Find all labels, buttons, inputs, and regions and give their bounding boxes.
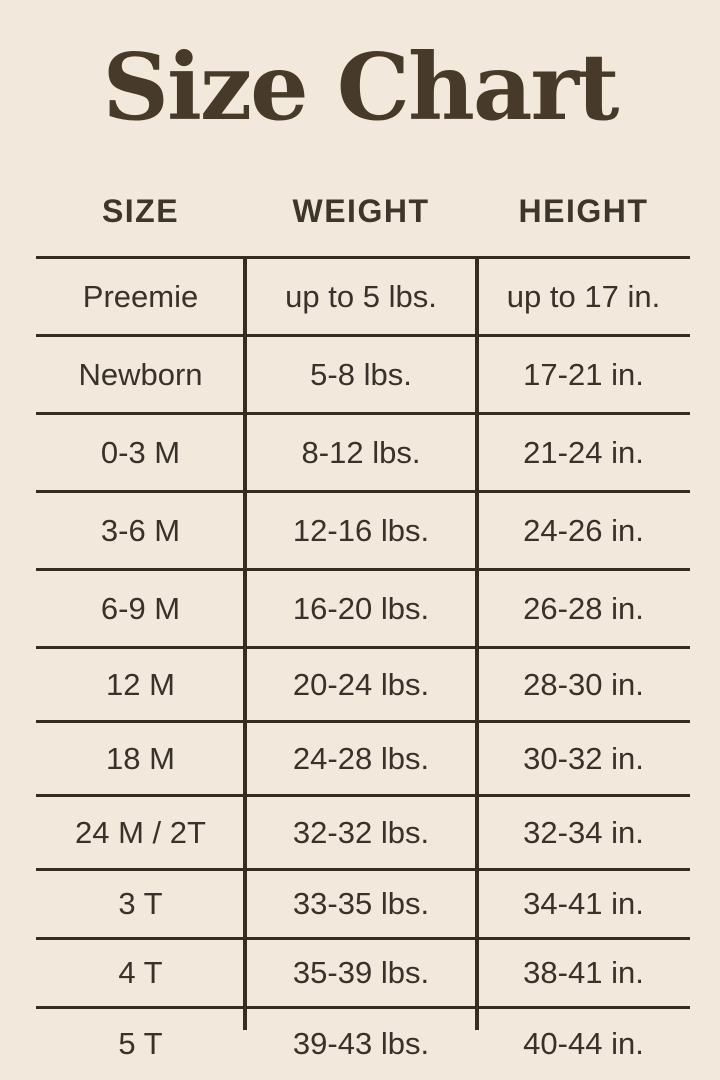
size-cell: 4 T — [118, 955, 163, 991]
table-row-18m: 18 M 24-28 lbs. 30-32 in. — [36, 723, 690, 798]
size-cell: 0-3 M — [100, 434, 181, 470]
table-row-3-6m: 3-6 M 12-16 lbs. 24-26 in. — [36, 493, 690, 572]
weight-cell: 16-20 lbs. — [292, 590, 430, 626]
table-row-6-9m: 6-9 M 16-20 lbs. 26-28 in. — [36, 571, 690, 650]
column-header-height: HEIGHT — [518, 192, 649, 229]
weight-cell: up to 5 lbs. — [285, 278, 437, 314]
weight-cell: 32-32 lbs. — [292, 814, 430, 850]
height-cell: 24-26 in. — [523, 512, 644, 548]
weight-cell: 12-16 lbs. — [292, 512, 430, 548]
table-row-newborn: Newborn 5-8 lbs. 17-21 in. — [36, 337, 690, 416]
height-cell: 30-32 in. — [523, 740, 644, 776]
page-title: Size Chart — [102, 33, 620, 141]
height-cell: 34-41 in. — [523, 886, 644, 922]
weight-cell: 24-28 lbs. — [292, 740, 430, 776]
weight-cell: 20-24 lbs. — [292, 666, 430, 702]
table-row-0-3m: 0-3 M 8-12 lbs. 21-24 in. — [36, 415, 690, 494]
table-row-preemie: Preemie up to 5 lbs. up to 17 in. — [36, 259, 690, 338]
height-cell: 38-41 in. — [523, 955, 644, 991]
size-cell: 24 M / 2T — [75, 814, 206, 850]
table-row-4t: 4 T 35-39 lbs. 38-41 in. — [36, 940, 690, 1010]
size-cell: Newborn — [78, 356, 203, 392]
height-cell: 17-21 in. — [523, 356, 644, 392]
size-cell: 18 M — [106, 740, 175, 776]
size-cell: 3 T — [118, 886, 163, 922]
column-header-weight: WEIGHT — [292, 192, 430, 229]
table-row-12m: 12 M 20-24 lbs. 28-30 in. — [36, 649, 690, 724]
size-cell: 12 M — [106, 666, 175, 702]
table-row-5t: 5 T 39-43 lbs. 40-44 in. — [36, 1009, 690, 1078]
weight-cell: 33-35 lbs. — [292, 886, 430, 922]
size-cell: 5 T — [118, 1025, 163, 1061]
weight-cell: 35-39 lbs. — [292, 955, 430, 991]
table-row-3t: 3 T 33-35 lbs. 34-41 in. — [36, 871, 690, 941]
table-row-24m-2t: 24 M / 2T 32-32 lbs. 32-34 in. — [36, 797, 690, 872]
height-cell: 40-44 in. — [523, 1025, 644, 1061]
height-cell: 32-34 in. — [523, 814, 644, 850]
size-cell: Preemie — [82, 278, 199, 314]
height-cell: up to 17 in. — [506, 278, 661, 314]
height-cell: 26-28 in. — [523, 590, 644, 626]
weight-cell: 5-8 lbs. — [310, 356, 412, 392]
size-cell: 6-9 M — [100, 590, 181, 626]
weight-cell: 8-12 lbs. — [301, 434, 421, 470]
size-cell: 3-6 M — [100, 512, 181, 548]
height-cell: 21-24 in. — [523, 434, 644, 470]
height-cell: 28-30 in. — [523, 666, 644, 702]
column-divider-1 — [243, 259, 247, 1031]
column-divider-2 — [475, 259, 479, 1031]
size-table: Preemie up to 5 lbs. up to 17 in. Newbor… — [36, 256, 690, 1078]
table-header-row: SIZE WEIGHT HEIGHT — [36, 189, 690, 233]
weight-cell: 39-43 lbs. — [292, 1025, 430, 1061]
column-header-size: SIZE — [101, 192, 180, 229]
